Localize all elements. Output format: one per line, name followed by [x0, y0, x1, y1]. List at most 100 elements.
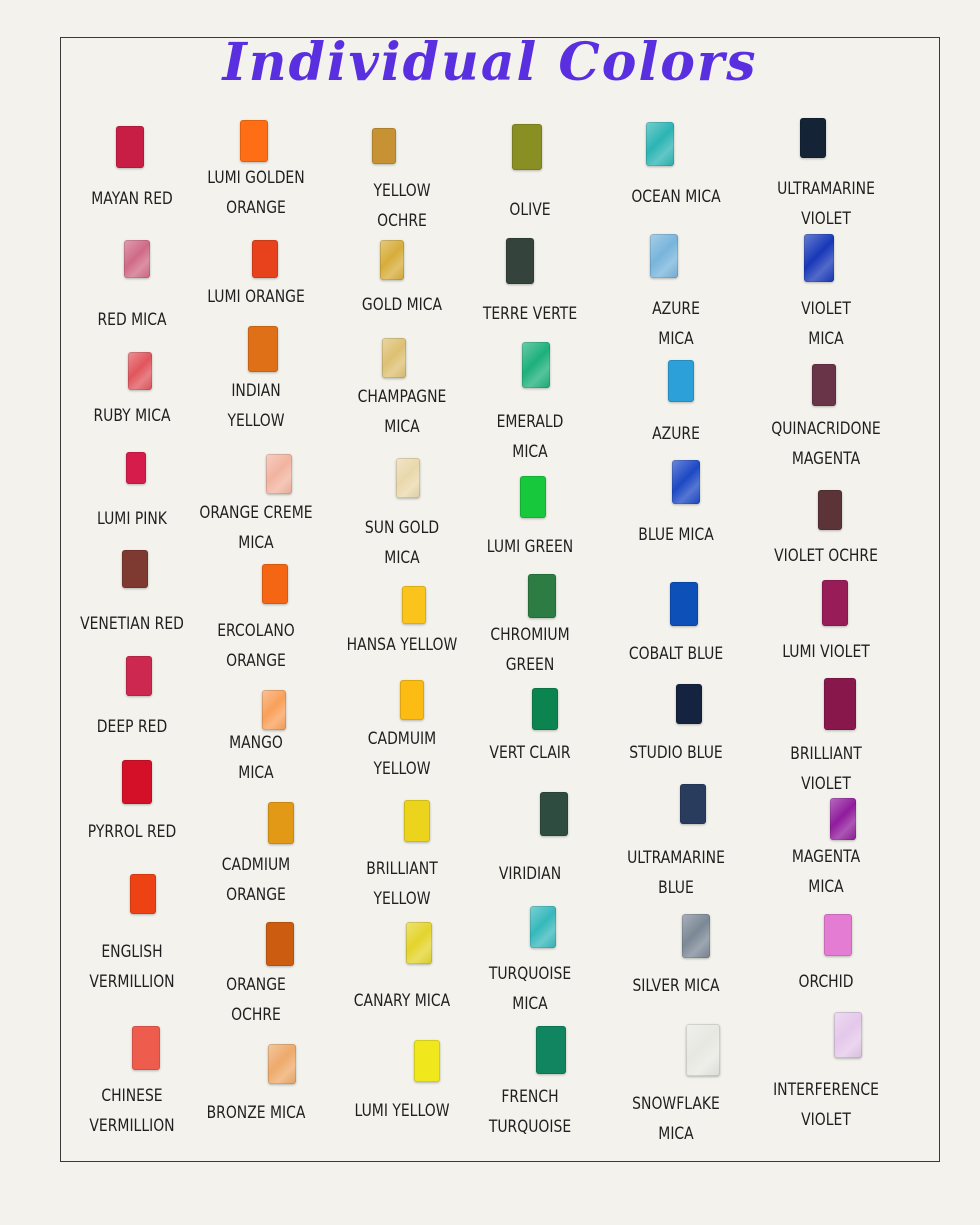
color-name-label: OCEAN MICA	[631, 187, 721, 207]
color-swatch	[262, 690, 286, 730]
color-name-label: ORCHID	[798, 972, 854, 992]
color-swatch	[266, 922, 294, 966]
color-name-label: ENGLISH VERMILLION	[89, 942, 175, 992]
color-name-label: MANGO MICA	[229, 733, 283, 783]
color-name-label: TERRE VERTE	[482, 304, 578, 324]
color-name-label: VERT CLAIR	[489, 743, 571, 763]
color-name-label: BRILLIANT YELLOW	[366, 859, 438, 909]
color-swatch	[128, 352, 152, 390]
page-title: Individual Colors	[222, 32, 758, 93]
color-swatch	[646, 122, 674, 166]
color-name-label: LUMI PINK	[97, 509, 167, 529]
color-name-label: MAYAN RED	[91, 189, 173, 209]
color-name-label: RUBY MICA	[93, 406, 171, 426]
color-swatch	[116, 126, 144, 168]
color-swatch	[818, 490, 842, 530]
color-name-label: SNOWFLAKE MICA	[632, 1094, 720, 1144]
color-swatch	[406, 922, 432, 964]
color-swatch	[672, 460, 700, 504]
color-swatch	[682, 914, 710, 958]
color-name-label: AZURE MICA	[652, 299, 700, 349]
color-swatch	[268, 1044, 296, 1084]
color-swatch	[268, 802, 294, 844]
color-name-label: RED MICA	[97, 310, 167, 330]
color-swatch	[252, 240, 278, 278]
color-name-label: ORANGE CREME MICA	[199, 503, 313, 553]
color-swatch	[262, 564, 288, 604]
color-swatch	[414, 1040, 440, 1082]
color-name-label: CADMIUM ORANGE	[221, 855, 291, 905]
color-name-label: TURQUOISE MICA	[488, 964, 572, 1014]
color-swatch	[532, 688, 558, 730]
color-swatch	[132, 1026, 160, 1070]
color-swatch	[800, 118, 826, 158]
color-name-label: LUMI YELLOW	[354, 1101, 450, 1121]
color-name-label: VIRIDIAN	[498, 864, 562, 884]
color-name-label: LUMI VIOLET	[782, 642, 870, 662]
color-name-label: MAGENTA MICA	[791, 847, 861, 897]
color-name-label: CHINESE VERMILLION	[89, 1086, 175, 1136]
color-name-label: OLIVE	[509, 200, 551, 220]
color-name-label: GOLD MICA	[361, 295, 443, 315]
color-name-label: DEEP RED	[96, 717, 168, 737]
color-swatch	[650, 234, 678, 278]
color-name-label: BRILLIANT VIOLET	[790, 744, 862, 794]
color-name-label: STUDIO BLUE	[629, 743, 723, 763]
color-name-label: VIOLET OCHRE	[774, 546, 878, 566]
color-name-label: FRENCH TURQUOISE	[488, 1087, 572, 1137]
color-name-label: PYRROL RED	[87, 822, 177, 842]
color-swatch	[404, 800, 430, 842]
color-swatch	[812, 364, 836, 406]
color-swatch	[520, 476, 546, 518]
color-name-label: BRONZE MICA	[206, 1103, 306, 1123]
color-swatch	[266, 454, 292, 494]
color-swatch	[834, 1012, 862, 1058]
color-name-label: SUN GOLD MICA	[364, 518, 440, 568]
color-swatch	[380, 240, 404, 280]
color-swatch	[530, 906, 556, 948]
color-swatch	[396, 458, 420, 498]
color-name-label: QUINACRIDONE MAGENTA	[771, 419, 881, 469]
color-swatch	[528, 574, 556, 618]
color-swatch	[536, 1026, 566, 1074]
color-swatch	[248, 326, 278, 372]
color-swatch	[402, 586, 426, 624]
color-name-label: AZURE	[652, 424, 700, 444]
color-swatch	[126, 452, 146, 484]
color-swatch	[522, 342, 550, 388]
color-name-label: CHROMIUM GREEN	[490, 625, 570, 675]
color-swatch	[372, 128, 396, 164]
color-swatch	[506, 238, 534, 284]
color-name-label: CANARY MICA	[353, 991, 451, 1011]
color-name-label: BLUE MICA	[638, 525, 714, 545]
color-swatch	[240, 120, 268, 162]
chart-frame	[60, 37, 940, 1162]
color-swatch	[382, 338, 406, 378]
color-name-label: ORANGE OCHRE	[226, 975, 286, 1025]
color-swatch	[686, 1024, 720, 1076]
color-name-label: LUMI ORANGE	[207, 287, 305, 307]
color-swatch	[400, 680, 424, 720]
color-name-label: EMERALD MICA	[496, 412, 564, 462]
color-swatch	[824, 678, 856, 730]
color-swatch	[122, 760, 152, 804]
color-swatch	[540, 792, 568, 836]
color-name-label: INDIAN YELLOW	[227, 381, 285, 431]
color-swatch	[512, 124, 542, 170]
color-swatch	[670, 582, 698, 626]
color-name-label: HANSA YELLOW	[346, 635, 458, 655]
color-name-label: ULTRAMARINE BLUE	[627, 848, 725, 898]
color-name-label: CHAMPAGNE MICA	[357, 387, 447, 437]
color-swatch	[122, 550, 148, 588]
color-swatch	[830, 798, 856, 840]
color-name-label: VIOLET MICA	[801, 299, 851, 349]
color-name-label: COBALT BLUE	[628, 644, 724, 664]
color-name-label: INTERFERENCE VIOLET	[773, 1080, 879, 1130]
color-name-label: LUMI GOLDEN ORANGE	[207, 168, 305, 218]
color-name-label: ULTRAMARINE VIOLET	[777, 179, 875, 229]
color-swatch	[126, 656, 152, 696]
color-swatch	[130, 874, 156, 914]
color-name-label: ERCOLANO ORANGE	[217, 621, 295, 671]
color-swatch	[822, 580, 848, 626]
color-swatch	[804, 234, 834, 282]
